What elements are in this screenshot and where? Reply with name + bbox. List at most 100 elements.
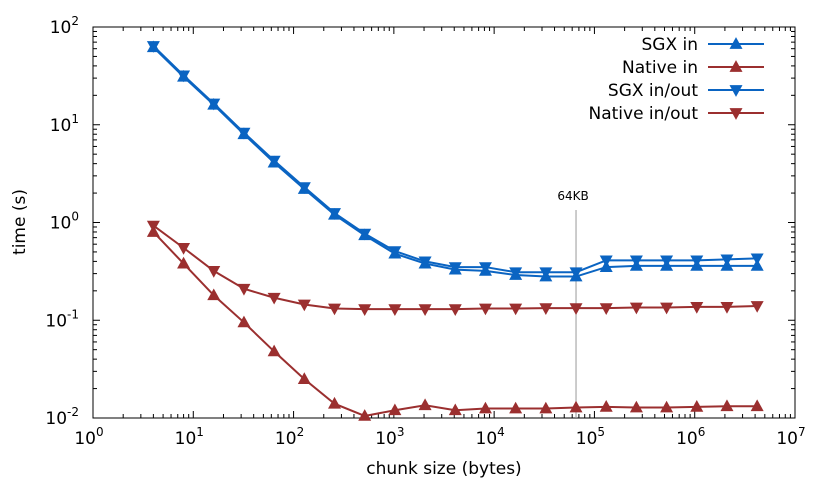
x-tick-label: 106 xyxy=(676,425,705,449)
y-tick-label-exponent: -2 xyxy=(67,405,79,419)
x-tick-label-base: 10 xyxy=(375,429,397,449)
legend-entry: Native in xyxy=(622,58,764,78)
x-tick-label-base: 10 xyxy=(676,429,698,449)
y-tick-label-base: 10 xyxy=(50,18,72,38)
data-point-triangle-down xyxy=(720,302,734,314)
data-point-triangle-down xyxy=(750,301,764,313)
data-point-triangle-up xyxy=(478,401,492,414)
x-tick-label-base: 10 xyxy=(476,429,498,449)
data-point-triangle-down xyxy=(297,182,311,194)
data-point-triangle-down xyxy=(146,41,160,53)
ticks-layer: 100 101 102 103 104 105 106 10710-210-110010110… xyxy=(45,14,805,449)
y-tick-label: 10-2 xyxy=(45,405,79,429)
y-tick-label-exponent: 0 xyxy=(71,210,79,224)
data-point-triangle-down xyxy=(388,304,402,316)
y-tick-label-exponent: 2 xyxy=(71,14,79,28)
data-point-triangle-up xyxy=(418,398,432,411)
data-point-triangle-up xyxy=(660,400,674,413)
data-point-triangle-up xyxy=(720,399,734,412)
x-tick-label: 107 xyxy=(776,425,805,449)
series-1 xyxy=(146,225,764,421)
data-point-triangle-up xyxy=(629,400,643,413)
data-point-triangle-down xyxy=(720,254,734,267)
data-point-triangle-up xyxy=(539,401,553,414)
legend-label: Native in xyxy=(622,58,698,78)
x-tick-label-exponent: 3 xyxy=(397,425,405,439)
x-tick-label-base: 10 xyxy=(776,429,798,449)
x-tick-label-exponent: 6 xyxy=(698,425,706,439)
x-tick-label-exponent: 2 xyxy=(297,425,305,439)
data-point-triangle-down xyxy=(569,267,583,280)
data-point-triangle-up xyxy=(509,401,523,414)
data-point-triangle-down xyxy=(629,302,643,315)
x-tick-label: 103 xyxy=(375,425,404,449)
series-line xyxy=(152,45,758,274)
x-tick-label: 104 xyxy=(476,425,505,449)
annotation-label-64kb: 64KB xyxy=(557,189,588,203)
y-tick-label: 102 xyxy=(50,14,79,38)
y-tick-label-base: 10 xyxy=(50,214,72,234)
x-tick-label: 100 xyxy=(74,425,103,449)
x-tick-label-base: 10 xyxy=(576,429,598,449)
data-point-triangle-down xyxy=(539,267,553,280)
data-point-triangle-down xyxy=(237,127,251,140)
legend-entry: SGX in xyxy=(641,35,764,55)
y-tick-label-base: 10 xyxy=(50,116,72,136)
data-point-triangle-down xyxy=(660,255,674,268)
x-axis-title: chunk size (bytes) xyxy=(366,459,521,479)
y-axis-title: time (s) xyxy=(10,189,30,255)
data-point-triangle-down xyxy=(629,255,643,268)
legend-label: Native in/out xyxy=(588,104,698,124)
data-point-triangle-down xyxy=(177,243,191,255)
data-point-triangle-down xyxy=(599,255,613,268)
data-point-triangle-down xyxy=(750,253,764,266)
legend-swatch-marker xyxy=(729,85,743,97)
data-point-triangle-down xyxy=(388,246,402,258)
legend-label: SGX in xyxy=(641,35,698,55)
data-point-triangle-up xyxy=(328,396,342,409)
data-point-triangle-up xyxy=(599,400,613,412)
x-tick-label-exponent: 7 xyxy=(798,425,806,439)
data-point-triangle-down xyxy=(569,303,583,315)
data-point-triangle-down xyxy=(328,208,342,220)
data-point-triangle-up xyxy=(267,344,281,357)
data-point-triangle-up xyxy=(750,399,764,412)
legend-entry: Native in/out xyxy=(588,104,764,124)
legend-entry: SGX in/out xyxy=(608,81,764,101)
y-tick-label-base: 10 xyxy=(45,311,67,331)
data-point-triangle-down xyxy=(448,304,462,316)
y-tick-label: 101 xyxy=(50,112,79,136)
data-point-triangle-down xyxy=(418,256,432,269)
data-point-triangle-up xyxy=(690,400,704,412)
data-point-triangle-down xyxy=(297,299,311,312)
x-tick-label-base: 10 xyxy=(175,429,197,449)
x-tick-label-exponent: 5 xyxy=(597,425,605,439)
data-point-triangle-down xyxy=(509,303,523,316)
data-point-triangle-down xyxy=(448,262,462,274)
legend-swatch-marker xyxy=(729,60,743,72)
data-point-triangle-down xyxy=(660,302,674,315)
x-tick-label-base: 10 xyxy=(74,429,96,449)
series-layer xyxy=(146,40,764,421)
data-point-triangle-down xyxy=(418,304,432,316)
x-tick-label-exponent: 4 xyxy=(497,425,505,439)
legend-swatch-marker xyxy=(729,37,743,49)
y-tick-label-exponent: 1 xyxy=(71,112,79,126)
data-point-triangle-down xyxy=(478,303,492,316)
data-point-triangle-down xyxy=(690,302,704,314)
y-tick-label: 10-1 xyxy=(45,307,79,331)
data-point-triangle-down xyxy=(207,98,221,111)
x-tick-label-exponent: 1 xyxy=(196,425,204,439)
y-tick-label-base: 10 xyxy=(45,409,67,429)
legend-swatch-marker xyxy=(729,108,743,120)
data-point-triangle-down xyxy=(509,267,523,280)
legend: SGX in Native in SGX in/out Native in/out xyxy=(588,35,764,124)
data-point-triangle-down xyxy=(599,303,613,315)
x-tick-label-exponent: 0 xyxy=(96,425,104,439)
legend-label: SGX in/out xyxy=(608,81,698,101)
data-point-triangle-up xyxy=(448,403,462,416)
data-point-triangle-up xyxy=(297,372,311,384)
data-point-triangle-down xyxy=(267,155,281,168)
data-point-triangle-down xyxy=(539,303,553,315)
